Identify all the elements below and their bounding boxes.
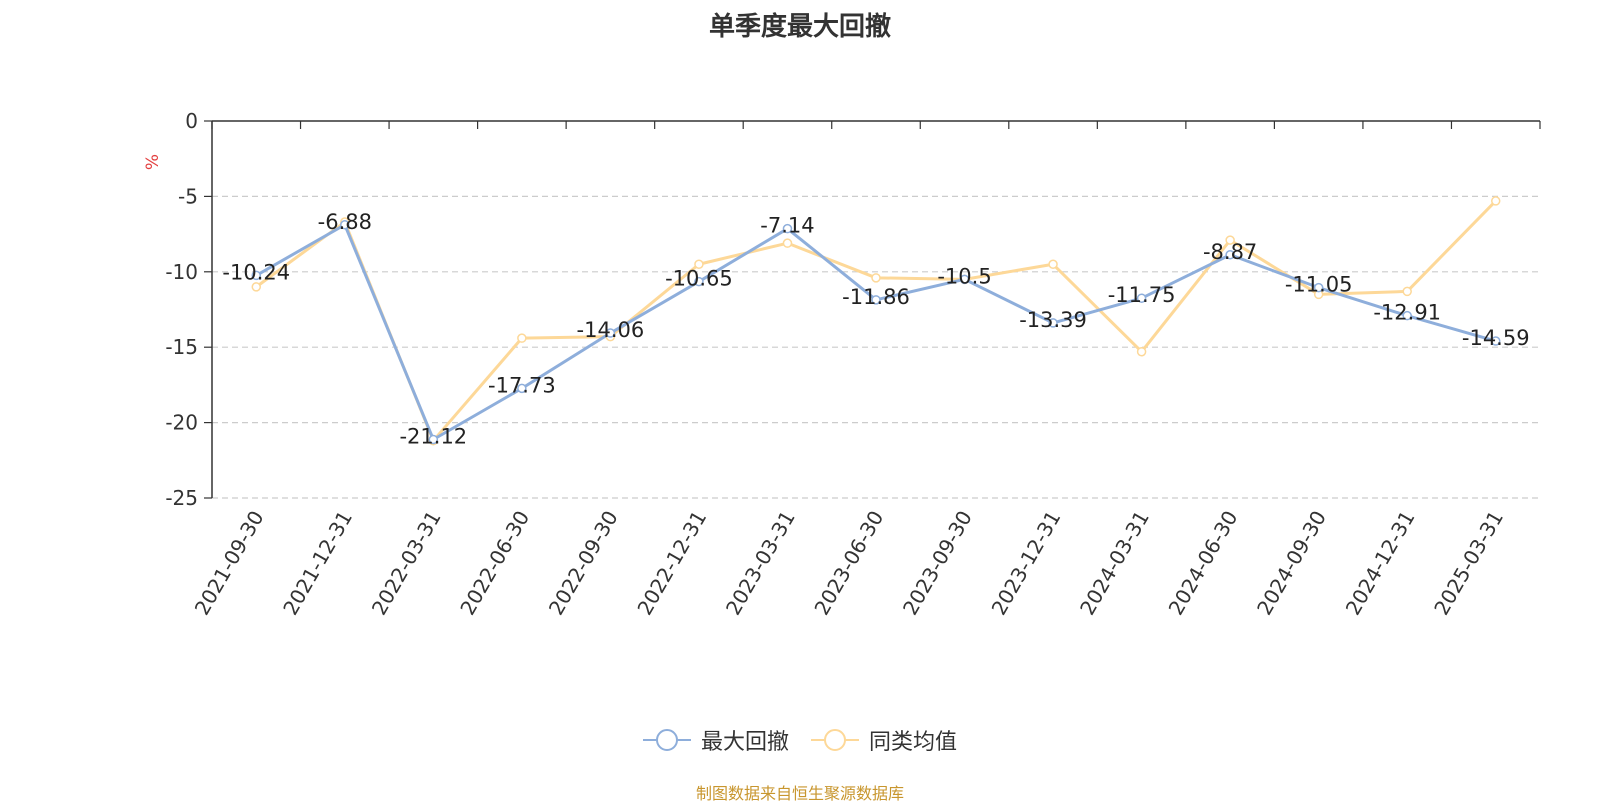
x-tick-label-5: 2022-12-31 <box>632 507 711 620</box>
series-1-point-4 <box>605 328 616 338</box>
series-2-point-11 <box>1225 235 1235 245</box>
series-1-point-1 <box>340 220 350 230</box>
series-1-data-label-9: -13.39 <box>1019 308 1087 332</box>
series-1-point-2 <box>428 434 439 445</box>
source-footer: 制图数据来自恒生聚源数据库 <box>695 784 904 803</box>
x-tick-label-4: 2022-09-30 <box>544 507 623 620</box>
x-tick-label-11: 2024-06-30 <box>1164 507 1243 620</box>
x-tick-label-12: 2024-09-30 <box>1252 507 1331 620</box>
series-2-point-0 <box>251 282 262 292</box>
series-1-point-6 <box>782 223 793 234</box>
series-1-data-label-5: -10.65 <box>665 267 733 291</box>
series-1-point-12 <box>1313 282 1324 293</box>
x-tick-label-2: 2022-03-31 <box>367 507 446 620</box>
series-line-2 <box>255 199 1497 443</box>
x-tick-label-13: 2024-12-31 <box>1341 507 1420 620</box>
grid-layer <box>212 195 1540 499</box>
series-1-point-0 <box>251 270 262 281</box>
series-1-point-7 <box>871 295 881 305</box>
series-1-data-label-4: -14.06 <box>577 318 645 342</box>
series-1-data-label-8: -10.5 <box>937 264 991 288</box>
series-1-data-label-1: -6.88 <box>318 210 372 234</box>
x-tick-label-10: 2024-03-31 <box>1075 507 1154 620</box>
series-2-point-6 <box>782 238 793 248</box>
y-tick-label-0: 0 <box>185 109 198 133</box>
series-2-point-13 <box>1402 286 1412 297</box>
series-1-data-label-6: -7.14 <box>760 214 814 238</box>
series-layer <box>251 196 1501 446</box>
x-tick-label-3: 2022-06-30 <box>455 507 534 620</box>
series-1-data-label-11: -8.87 <box>1203 240 1257 264</box>
x-tick-label-14: 2025-03-31 <box>1429 507 1508 620</box>
series-1-point-11 <box>1225 250 1235 260</box>
series-1-point-10 <box>1136 293 1147 303</box>
series-1-point-8 <box>959 274 970 285</box>
legend-item-series-2[interactable]: 同类均值 <box>811 724 957 756</box>
y-tick-label-2: -10 <box>165 260 198 284</box>
y-tick-label-3: -15 <box>165 335 198 359</box>
x-tick-label-8: 2023-09-30 <box>898 507 977 620</box>
legend-label-series-1: 最大回撤 <box>700 730 789 755</box>
series-2-point-9 <box>1048 259 1058 270</box>
series-1-data-label-7: -11.86 <box>842 285 910 309</box>
series-1-data-label-13: -12.91 <box>1373 301 1441 325</box>
series-2-point-14 <box>1490 196 1501 206</box>
series-1-data-label-14: -14.59 <box>1462 326 1530 350</box>
legend-marker-series-1 <box>642 729 691 751</box>
series-line-1 <box>255 223 1497 441</box>
y-tick-label-5: -25 <box>165 486 198 510</box>
label-layer: -10.24 -6.88 -21.12 -17.73 -14.06 -10.65 -7.14… <box>222 210 1529 449</box>
series-2-point-10 <box>1136 346 1147 357</box>
series-1-data-label-10: -11.75 <box>1108 283 1176 307</box>
series-1-point-14 <box>1490 336 1501 346</box>
series-1-point-5 <box>694 276 704 287</box>
legend-item-series-1[interactable]: 最大回撤 <box>642 724 789 756</box>
axis-layer: 0-5-10-15-20-25%2021-09-30 2021-12-31 2022… <box>143 109 1541 620</box>
x-tick-label-7: 2023-06-30 <box>809 507 888 620</box>
series-1-point-9 <box>1048 318 1058 328</box>
series-1-data-label-2: -21.12 <box>399 424 467 448</box>
x-tick-label-1: 2021-12-31 <box>278 507 357 620</box>
series-1-data-label-0: -10.24 <box>222 260 290 284</box>
legend: 最大回撤 同类均值 <box>0 724 1600 756</box>
series-1-point-3 <box>517 383 527 394</box>
series-2-point-3 <box>517 333 527 343</box>
x-tick-label-6: 2023-03-31 <box>721 507 800 620</box>
series-2-point-5 <box>694 259 704 270</box>
series-1-data-label-3: -17.73 <box>488 373 556 397</box>
y-axis-label: % <box>143 154 163 170</box>
x-tick-label-9: 2023-12-31 <box>986 507 1065 620</box>
series-1-point-13 <box>1402 310 1412 321</box>
y-tick-label-1: -5 <box>178 184 198 208</box>
series-2-point-7 <box>871 273 881 283</box>
y-tick-label-4: -20 <box>165 411 198 435</box>
legend-marker-series-2 <box>811 729 859 751</box>
x-tick-label-0: 2021-09-30 <box>190 507 269 620</box>
series-1-data-label-12: -11.05 <box>1285 273 1353 297</box>
chart-title: 单季度最大回撤 <box>708 12 891 42</box>
legend-label-series-2: 同类均值 <box>869 730 958 755</box>
